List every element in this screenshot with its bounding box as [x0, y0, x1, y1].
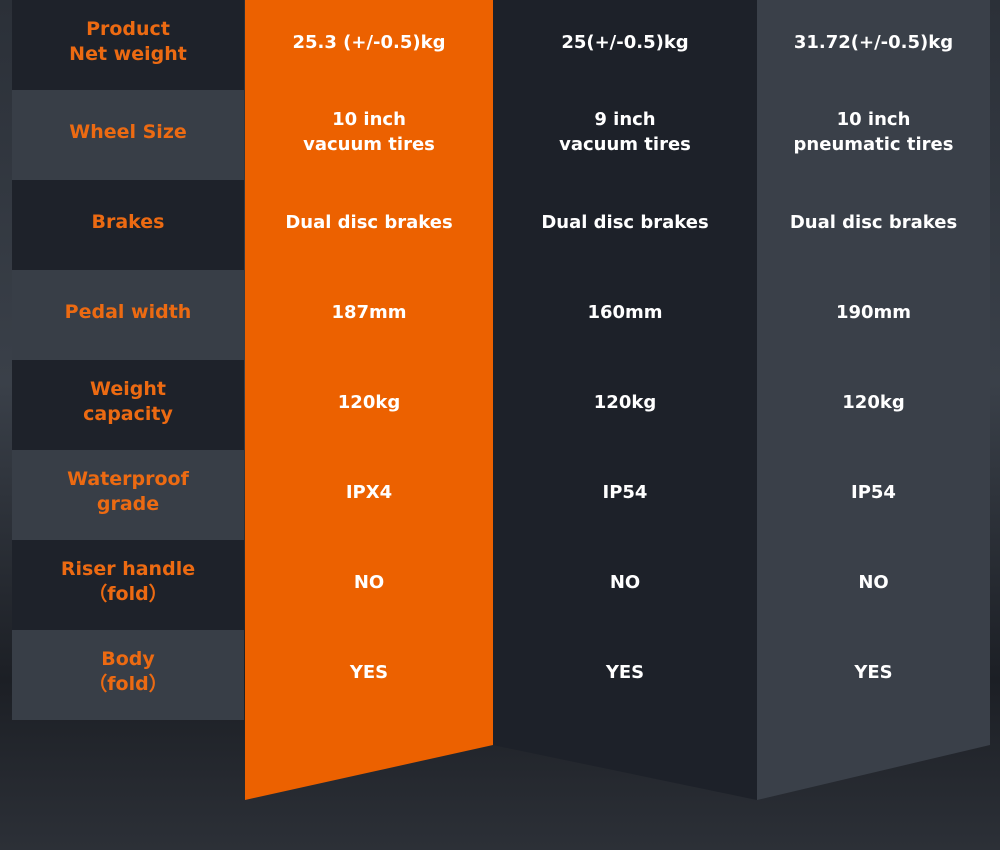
label-rows	[12, 0, 244, 720]
row-background	[12, 0, 244, 90]
cell-value: IP54	[851, 481, 896, 503]
cell-value: 160mm	[587, 301, 663, 323]
row-label: Riser handle （fold）	[60, 558, 196, 605]
cell-value: 187mm	[331, 301, 407, 323]
cell-value: YES	[854, 661, 893, 683]
cell-value: YES	[605, 661, 645, 683]
row-label: Body （fold）	[88, 648, 168, 695]
cell-value: 9 inch vacuum tires	[559, 109, 691, 155]
row-background	[12, 180, 244, 270]
cell-value: NO	[858, 571, 889, 593]
cell-value: Dual disc brakes	[541, 211, 709, 233]
column-highlight	[245, 0, 493, 800]
cell-value: 120kg	[337, 391, 401, 413]
row-label: Weight capacity	[83, 378, 173, 425]
row-background	[12, 540, 244, 630]
cell-value: Dual disc brakes	[789, 211, 958, 233]
cell-value: 10 inch pneumatic tires	[793, 109, 954, 155]
cell-value: 120kg	[593, 391, 657, 413]
row-background	[12, 630, 244, 720]
cell-value: NO	[609, 571, 641, 593]
row-background	[12, 450, 244, 540]
row-label: Brakes	[91, 210, 165, 233]
column-2	[493, 0, 757, 800]
column-3	[757, 0, 990, 800]
cell-value: 31.72(+/-0.5)kg	[793, 31, 954, 53]
cell-value: 190mm	[835, 301, 912, 323]
row-background	[12, 360, 244, 450]
row-background	[12, 90, 244, 180]
cell-value: 25.3 (+/-0.5)kg	[292, 31, 446, 53]
row-label: Waterproof grade	[67, 468, 189, 515]
row-label: Pedal width	[64, 300, 192, 323]
cell-value: Dual disc brakes	[285, 211, 453, 233]
cell-value: 25(+/-0.5)kg	[561, 31, 689, 53]
cell-value: 10 inch vacuum tires	[303, 109, 435, 155]
cell-value: IP54	[602, 481, 648, 503]
cell-value: YES	[349, 661, 389, 683]
cell-value: 120kg	[842, 391, 905, 413]
cell-value: IPX4	[345, 481, 393, 503]
cell-value: NO	[353, 571, 385, 593]
row-background	[12, 270, 244, 360]
row-label: Product Net weight	[69, 18, 187, 65]
row-label: Wheel Size	[69, 120, 187, 143]
